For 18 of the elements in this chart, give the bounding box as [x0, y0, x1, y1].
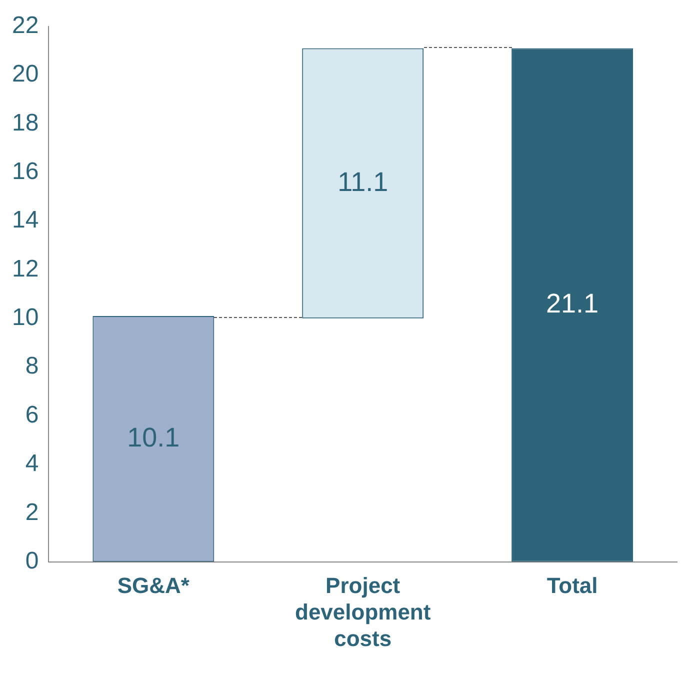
x-tick-label: Project development costs	[294, 573, 432, 651]
y-tick-label: 12	[12, 255, 39, 282]
y-tick-label: 4	[25, 450, 39, 478]
y-tick-label: 0	[25, 547, 39, 574]
x-tick-label: SG&A*	[117, 573, 190, 598]
y-tick-label: 18	[12, 109, 39, 136]
data-label: 21.1	[546, 288, 599, 319]
x-tick-label: Total	[546, 573, 598, 598]
y-tick-label: 20	[12, 60, 39, 88]
y-tick-label: 14	[12, 206, 39, 234]
y-tick-label: 22	[12, 12, 39, 40]
y-tick-label: 10	[12, 304, 39, 332]
data-label: 11.1	[338, 166, 388, 197]
y-tick-label: 6	[25, 401, 39, 428]
y-tick-label: 16	[12, 158, 39, 186]
data-label: 10.1	[127, 422, 180, 452]
y-tick-label: 2	[25, 498, 39, 526]
y-tick-label: 8	[25, 352, 39, 380]
